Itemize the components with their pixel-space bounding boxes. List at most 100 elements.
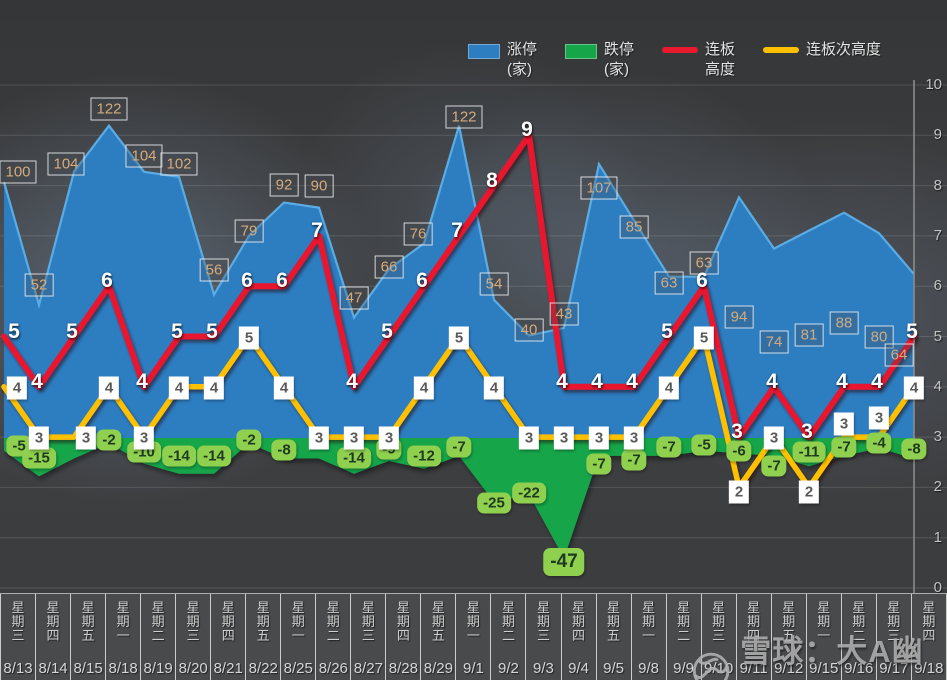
right-axis-tick: 4 (933, 377, 942, 395)
date-label: 9/2 (498, 660, 519, 677)
right-axis-tick: 3 (933, 428, 942, 446)
limit-down-area (4, 438, 914, 559)
date-label: 9/18 (914, 660, 944, 677)
date-label: 9/8 (638, 660, 659, 677)
date-label: 8/28 (388, 660, 418, 677)
date-cell: 星期一 9/15 (807, 594, 842, 680)
date-cell: 星期四 8/28 (386, 594, 422, 680)
date-cell: 星期二 9/9 (667, 594, 702, 680)
date-label: 9/5 (603, 660, 624, 677)
date-label: 8/14 (38, 660, 68, 677)
right-axis-tick: 8 (933, 176, 942, 194)
right-axis-tick: 10 (925, 76, 942, 93)
weekday-label: 星期五 (81, 600, 95, 643)
date-label: 8/22 (248, 660, 278, 677)
weekday-label: 星期三 (536, 600, 550, 643)
weekday-label: 星期三 (712, 600, 726, 643)
right-axis-tick: 6 (933, 277, 942, 295)
date-label: 8/26 (318, 660, 348, 677)
legend-swatch (763, 47, 800, 53)
weekday-label: 星期五 (607, 600, 621, 643)
date-label: 9/16 (844, 660, 874, 677)
x-axis-date-strip: 星期三 8/13 星期四 8/14 星期五 8/15 星期一 8/18 星期二 8/19 星期三 8/… (0, 593, 947, 680)
date-label: 8/21 (213, 660, 243, 677)
date-label: 8/13 (3, 660, 33, 677)
weekday-label: 星期一 (116, 600, 130, 643)
legend-swatch (565, 44, 598, 59)
limit-up-area-edge (2, 123, 915, 337)
date-label: 9/3 (533, 660, 554, 677)
weekday-label: 星期五 (431, 600, 445, 643)
right-axis-tick: 7 (933, 226, 942, 244)
watermark: 雪球：大A幽灵 (690, 626, 947, 680)
weekday-label: 星期四 (922, 600, 936, 643)
date-label: 8/25 (283, 660, 313, 677)
weekday-label: 星期五 (256, 600, 270, 643)
date-cell: 星期一 8/25 (281, 594, 317, 680)
date-cell: 星期四 9/18 (912, 594, 947, 680)
weekday-label: 星期四 (572, 600, 586, 643)
date-cell: 星期五 8/22 (246, 594, 282, 680)
weekday-label: 星期三 (186, 600, 200, 643)
date-cell: 星期三 8/13 (0, 594, 37, 680)
date-cell: 星期四 8/21 (211, 594, 247, 680)
date-cell: 星期五 9/5 (597, 594, 632, 680)
date-label: 9/9 (673, 660, 695, 677)
date-label: 9/17 (879, 660, 909, 677)
xueqiu-snowball-logo-icon (692, 652, 730, 680)
weekday-label: 星期四 (747, 600, 761, 643)
weekday-label: 星期五 (782, 600, 796, 643)
legend-swatch (468, 44, 500, 59)
watermark-text: 雪球：大A幽灵 (740, 634, 924, 680)
date-label: 9/15 (809, 660, 839, 677)
date-cell: 星期四 9/11 (737, 594, 772, 680)
date-label: 9/11 (739, 660, 768, 677)
weekday-label: 星期一 (642, 600, 656, 643)
weekday-label: 星期一 (291, 600, 305, 643)
weekday-label: 星期二 (151, 600, 165, 643)
date-cell: 星期二 8/19 (141, 594, 177, 680)
weekday-label: 星期四 (221, 600, 235, 643)
legend-label: 连板次高度 (806, 41, 882, 58)
date-label: 9/12 (774, 660, 804, 677)
date-cell: 星期三 9/17 (877, 594, 912, 680)
legend-item-3: 连板次高度 (763, 40, 881, 80)
date-cell: 星期四 9/4 (562, 594, 597, 680)
date-cell: 星期二 9/16 (842, 594, 877, 680)
date-cell: 星期一 8/18 (106, 594, 142, 680)
date-label: 8/20 (178, 660, 208, 677)
right-axis-tick: 0 (933, 579, 942, 596)
legend-item-0: 涨停 (家) (468, 40, 537, 80)
date-label: 8/27 (353, 660, 383, 677)
weekday-label: 星期一 (817, 600, 831, 643)
right-axis-tick: 2 (933, 478, 942, 496)
weekday-label: 星期二 (677, 600, 691, 643)
legend-swatch (662, 47, 699, 53)
date-cell: 星期四 8/14 (36, 594, 72, 680)
date-cell: 星期五 8/29 (421, 594, 457, 680)
date-cell: 星期一 9/1 (456, 594, 492, 680)
weekday-label: 星期四 (396, 600, 410, 643)
weekday-label: 星期二 (852, 600, 866, 643)
date-cell: 星期二 9/2 (491, 594, 527, 680)
legend-label: 跌停 (家) (604, 41, 635, 78)
date-cell: 星期一 9/8 (632, 594, 667, 680)
date-cell: 星期三 8/27 (351, 594, 387, 680)
weekday-label: 星期一 (466, 600, 480, 643)
weekday-label: 星期二 (501, 600, 515, 643)
date-cell: 星期三 8/20 (176, 594, 212, 680)
date-label: 8/18 (108, 660, 138, 677)
date-label: 8/29 (423, 660, 453, 677)
weekday-label: 星期三 (887, 600, 901, 643)
chart-legend: 涨停 (家) 跌停 (家) 连板 高度 连板次高度 (468, 40, 881, 80)
right-axis-tick: 5 (933, 327, 942, 345)
date-label: 8/15 (73, 660, 103, 677)
date-label: 9/1 (462, 660, 484, 677)
date-cell: 星期五 9/12 (772, 594, 807, 680)
date-cell: 星期五 8/15 (71, 594, 107, 680)
legend-label: 连板 高度 (705, 41, 736, 78)
board-height-line (1, 132, 917, 441)
weekday-label: 星期三 (11, 600, 25, 643)
